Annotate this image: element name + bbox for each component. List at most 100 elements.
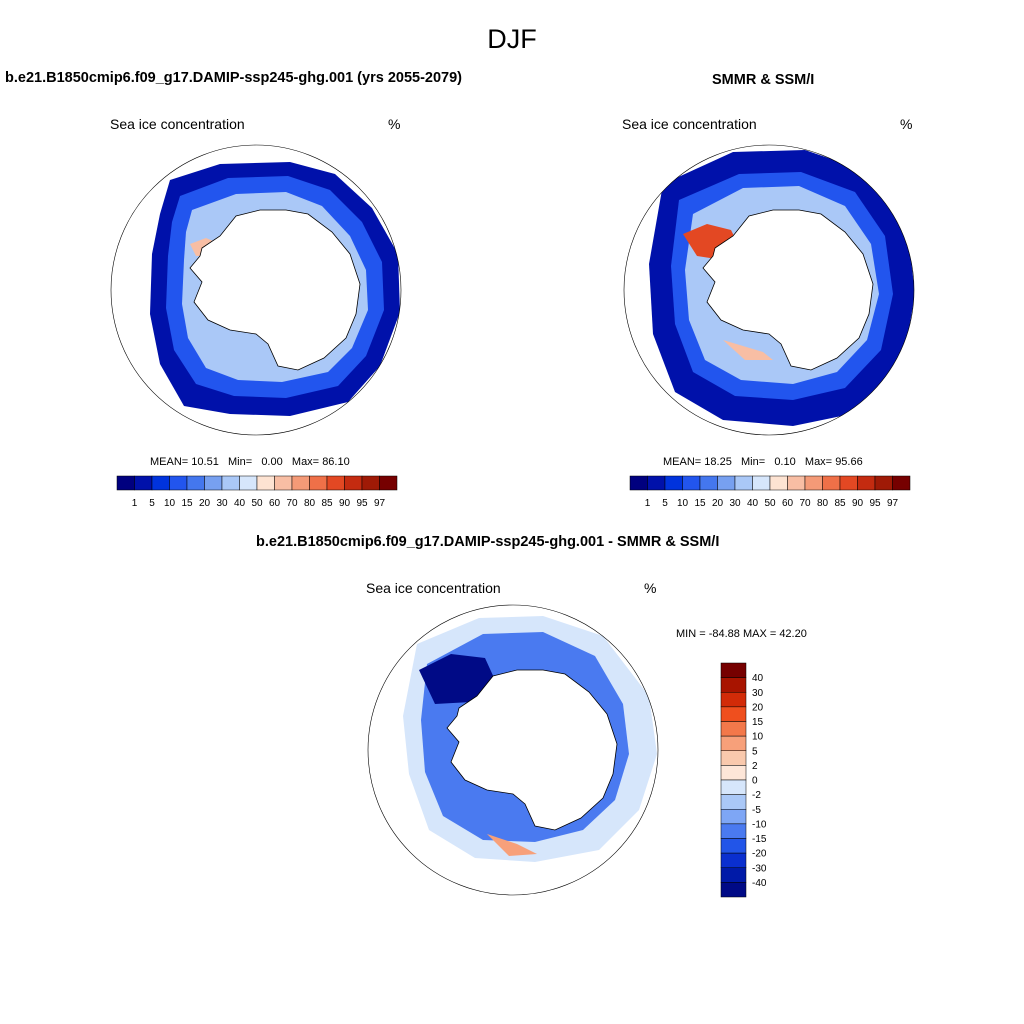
model-colorbar-swatch	[186, 475, 205, 491]
diff-colorbar-tick: -30	[752, 863, 767, 874]
obs-colorbar-swatch	[769, 475, 788, 491]
diff-colorbar-tick: 30	[752, 688, 764, 699]
obs-mean-label: MEAN=	[663, 456, 702, 468]
diff-weddell-strong-blue	[419, 654, 495, 704]
obs-colorbar-tick: 40	[747, 498, 759, 509]
obs-colorbar-swatch	[839, 475, 858, 491]
model-colorbar-swatch	[151, 475, 170, 491]
diff-colorbar-swatch	[720, 662, 747, 678]
diff-colorbar-tick: 20	[752, 702, 764, 713]
diff-colorbar-swatch	[720, 852, 747, 868]
model-colorbar-tick: 85	[321, 498, 333, 509]
obs-colorbar-swatch	[682, 475, 701, 491]
model-colorbar-swatch	[134, 475, 153, 491]
obs-polar-map	[623, 144, 915, 436]
model-colorbar-swatch	[239, 475, 258, 491]
model-colorbar-tick: 95	[356, 498, 368, 509]
obs-colorbar-tick: 1	[645, 498, 651, 509]
diff-colorbar-tick: -10	[752, 819, 767, 830]
model-colorbar-tick: 1	[132, 498, 138, 509]
obs-colorbar-swatch	[787, 475, 806, 491]
obs-colorbar-swatch	[752, 475, 771, 491]
obs-colorbar-tick: 97	[887, 498, 899, 509]
model-colorbar-swatch	[309, 475, 328, 491]
obs-units-label: %	[900, 116, 913, 132]
diff-colorbar-tick: -20	[752, 849, 767, 860]
diff-colorbar-swatch	[720, 735, 747, 751]
obs-colorbar-swatch	[874, 475, 893, 491]
model-panel-title: b.e21.B1850cmip6.f09_g17.DAMIP-ssp245-gh…	[5, 70, 462, 86]
diff-units-label: %	[644, 580, 657, 596]
model-colorbar-tick: 60	[269, 498, 281, 509]
diff-colorbar-swatch	[720, 882, 747, 898]
diff-colorbar-tick: 40	[752, 673, 764, 684]
obs-colorbar-tick: 50	[764, 498, 776, 509]
obs-colorbar-tick: 95	[869, 498, 881, 509]
obs-colorbar-tick: 90	[852, 498, 864, 509]
model-colorbar-swatch	[361, 475, 380, 491]
obs-colorbar-tick: 85	[834, 498, 846, 509]
diff-panel-title: b.e21.B1850cmip6.f09_g17.DAMIP-ssp245-gh…	[256, 534, 720, 550]
diff-colorbar-tick: 2	[752, 761, 758, 772]
obs-colorbar-swatch	[699, 475, 718, 491]
obs-colorbar-swatch	[664, 475, 683, 491]
model-colorbar-swatch	[344, 475, 363, 491]
model-colorbar-swatch	[116, 475, 135, 491]
obs-max-label: Max=	[804, 456, 833, 468]
model-colorbar-swatch	[379, 475, 398, 491]
model-colorbar-swatch	[326, 475, 345, 491]
obs-colorbar-tick: 20	[712, 498, 724, 509]
obs-stats: MEAN= 18.25 Min= 0.10 Max= 95.66	[663, 456, 863, 468]
model-antarctica-land	[189, 209, 361, 371]
model-stats: MEAN= 10.51 Min= 0.00 Max= 86.10	[150, 456, 350, 468]
model-colorbar-tick: 50	[251, 498, 263, 509]
diff-colorbar-swatch	[720, 794, 747, 810]
model-colorbar-swatch	[204, 475, 223, 491]
obs-colorbar-tick: 70	[799, 498, 811, 509]
obs-colorbar-tick: 80	[817, 498, 829, 509]
diff-colorbar-tick: 15	[752, 717, 764, 728]
obs-ice-ross-warm	[723, 340, 773, 360]
obs-colorbar-swatch	[892, 475, 911, 491]
model-colorbar-swatch	[274, 475, 293, 491]
model-units-label: %	[388, 116, 401, 132]
model-colorbar-tick: 97	[374, 498, 386, 509]
model-colorbar: 1 5 10 15 20 30 40 50 60 70 80 85 90 95 97	[116, 475, 398, 509]
model-colorbar-swatch	[256, 475, 275, 491]
obs-colorbar-tick: 15	[694, 498, 706, 509]
diff-colorbar-tick: 5	[752, 746, 758, 757]
obs-mean-value: 18.25	[704, 456, 732, 468]
diff-colorbar-tick: -15	[752, 834, 767, 845]
obs-colorbar-swatch	[629, 475, 648, 491]
model-colorbar-tick: 80	[304, 498, 316, 509]
diff-colorbar-tick: 10	[752, 732, 764, 743]
model-colorbar-tick: 10	[164, 498, 176, 509]
diff-colorbar-swatch	[720, 677, 747, 693]
model-colorbar-swatch	[291, 475, 310, 491]
obs-min-value: 0.10	[774, 456, 796, 468]
obs-panel-title: SMMR & SSM/I	[712, 72, 815, 88]
diff-ross-warm	[487, 834, 537, 856]
obs-colorbar-swatch	[717, 475, 736, 491]
figure-title: DJF	[487, 24, 537, 54]
obs-min-label: Min=	[740, 456, 766, 468]
diff-minmax: MIN = -84.88 MAX = 42.20	[676, 628, 807, 640]
obs-colorbar-swatch	[822, 475, 841, 491]
diff-colorbar-swatch	[720, 692, 747, 708]
model-colorbar-tick: 40	[234, 498, 246, 509]
model-colorbar-tick: 90	[339, 498, 351, 509]
model-max-value: 86.10	[322, 456, 350, 468]
model-colorbar-swatch	[221, 475, 240, 491]
obs-colorbar-tick: 10	[677, 498, 689, 509]
model-colorbar-tick: 70	[286, 498, 298, 509]
model-colorbar-tick: 5	[149, 498, 155, 509]
obs-colorbar-tick: 5	[662, 498, 668, 509]
diff-colorbar-tick: -40	[752, 878, 767, 889]
diff-antarctica-land	[446, 669, 618, 831]
model-polar-map	[110, 144, 402, 436]
obs-colorbar-tick: 60	[782, 498, 794, 509]
diff-colorbar-swatch	[720, 823, 747, 839]
diff-colorbar-swatch	[720, 765, 747, 781]
obs-colorbar-tick: 30	[729, 498, 741, 509]
